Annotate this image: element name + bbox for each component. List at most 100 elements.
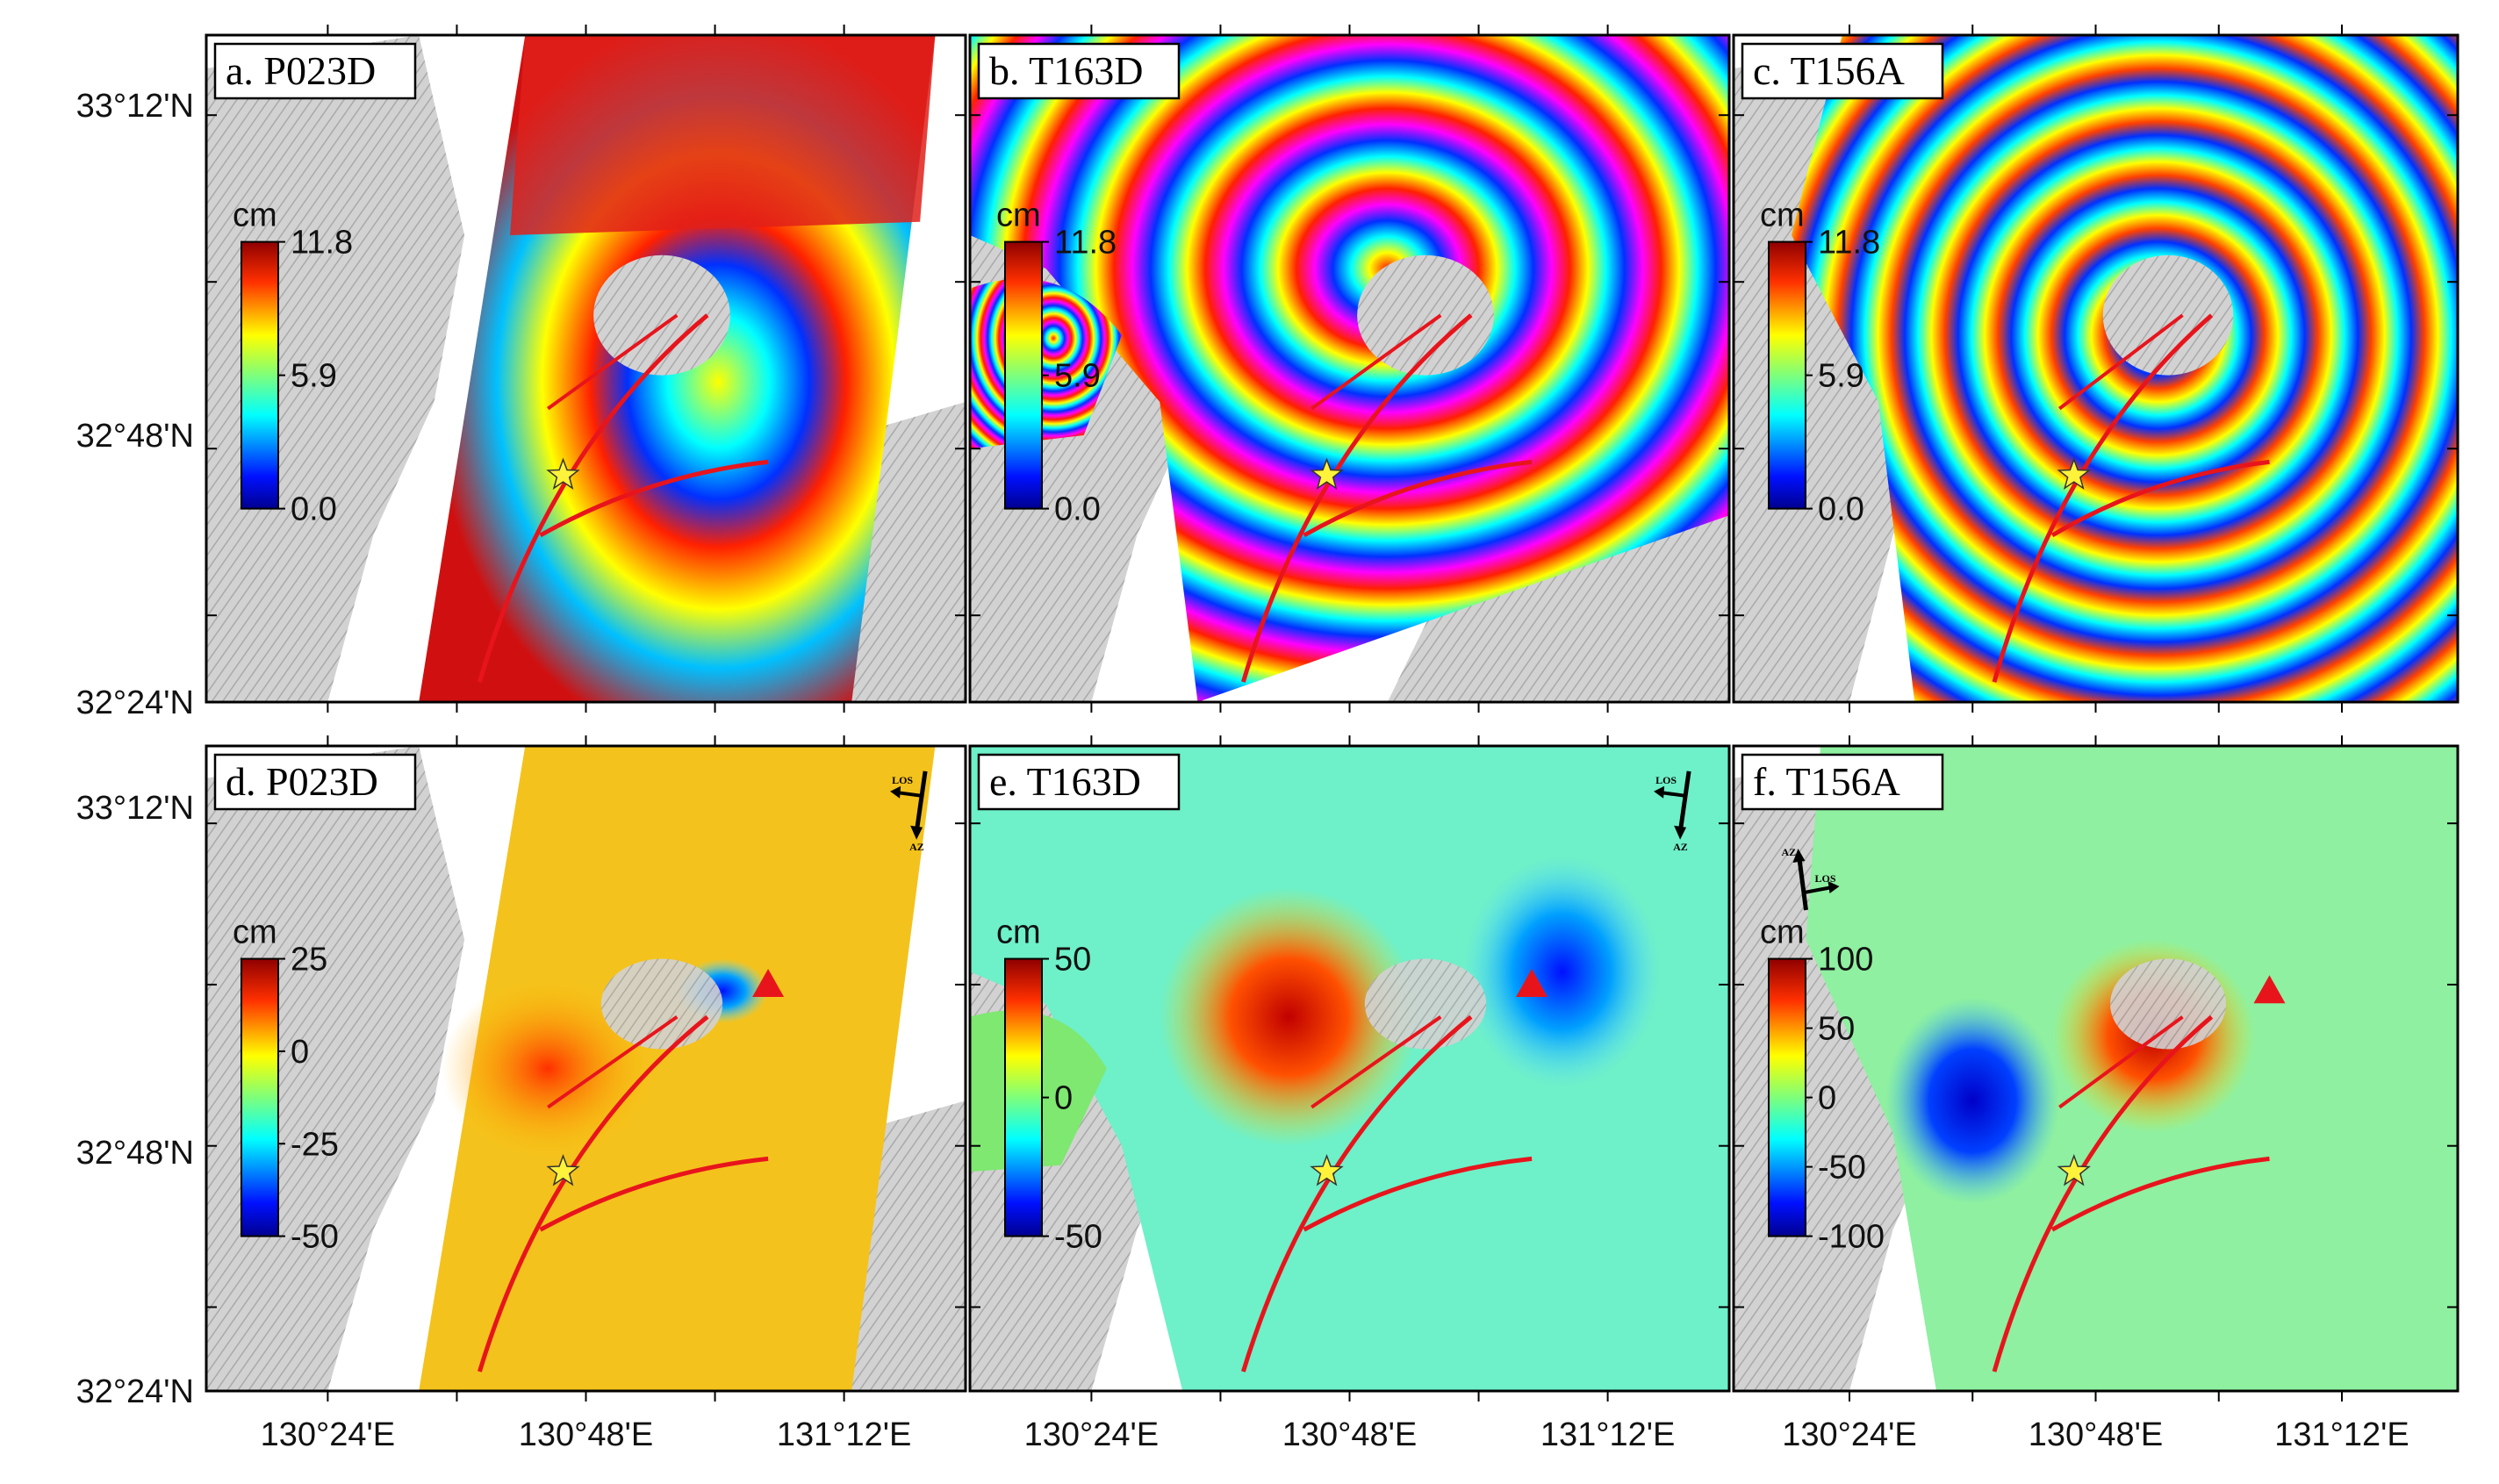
- colorbar-tick-label: 0: [291, 1034, 309, 1071]
- epicenter-star-icon: [1310, 1153, 1344, 1186]
- colorbar-tick-label: -50: [1818, 1150, 1866, 1186]
- panel-map: [1734, 35, 2458, 702]
- panel-title-box: d. P023D: [213, 753, 417, 811]
- panel-title: b. T163D: [989, 48, 1144, 93]
- fault-trace: [2058, 1015, 2184, 1109]
- los-label: LOS: [1815, 872, 1836, 885]
- colorbar-tick-label: 0: [1818, 1080, 1836, 1117]
- panel-title-box: e. T163D: [977, 753, 1181, 811]
- colorbar-tick-label: 0.0: [291, 491, 337, 528]
- colorbar-tick-label: 50: [1818, 1011, 1855, 1048]
- ascending-los-arrow-icon: AZ LOS: [1782, 846, 1840, 911]
- fault-trace: [539, 1156, 769, 1232]
- panel-title: a. P023D: [226, 48, 376, 93]
- panel-title-box: f. T156A: [1741, 753, 1944, 811]
- y-axis-label: 32°24'N: [76, 1373, 194, 1410]
- az-label: AZ: [1673, 841, 1688, 853]
- fault-trace: [547, 313, 679, 411]
- x-axis-label: 130°48'E: [1282, 1416, 1417, 1453]
- incoherent-area: [1357, 255, 1494, 376]
- colorbar-unit: cm: [996, 914, 1041, 951]
- x-axis-label: 131°12'E: [2274, 1416, 2409, 1453]
- colorbar-tick-label: 0: [1054, 1080, 1073, 1117]
- x-axis-label: 130°48'E: [2029, 1416, 2163, 1453]
- panel-title: e. T163D: [989, 759, 1141, 804]
- panel-title-box: c. T156A: [1741, 42, 1944, 100]
- panel-title: c. T156A: [1753, 48, 1905, 93]
- panel-c: c. T156A cm 11.8 5.9 0.0: [1732, 25, 2460, 713]
- colorbar: cm 100 50 0 -50 -100: [1760, 914, 1885, 1256]
- title-frame: [213, 42, 417, 100]
- colorbar-tick-label: 100: [1818, 942, 1873, 979]
- colorbar-tick-label: 5.9: [1054, 358, 1101, 395]
- x-axis-label: 131°12'E: [777, 1416, 911, 1453]
- subsidence-lobe: [1885, 997, 2060, 1204]
- epicenter-star-icon: [546, 1153, 580, 1186]
- az-label: AZ: [1782, 846, 1797, 858]
- y-axis-label: 32°48'N: [76, 1135, 194, 1172]
- y-axis-label: 32°48'N: [76, 418, 194, 455]
- colorbar-gradient: [1004, 957, 1043, 1237]
- volcano-triangle-icon: [2253, 975, 2286, 1004]
- epicenter-star-icon: [546, 457, 580, 490]
- x-axis-label: 130°24'E: [1782, 1416, 1916, 1453]
- fault-trace: [2050, 1156, 2270, 1232]
- colorbar-tick-label: 50: [1054, 942, 1091, 979]
- x-axis-label: 130°24'E: [1024, 1416, 1159, 1453]
- panel-map: LOS AZ: [970, 746, 1729, 1391]
- epicenter-star-icon: [1310, 457, 1344, 490]
- los-label: LOS: [892, 774, 913, 786]
- subsidence-lobe: [1463, 855, 1662, 1088]
- fault-trace: [539, 459, 769, 538]
- colorbar-tick-label: -50: [1054, 1219, 1102, 1256]
- colorbar-unit: cm: [1760, 197, 1805, 234]
- panel-map: [206, 35, 966, 702]
- incoherent-area: [2102, 255, 2234, 376]
- descending-los-arrow-icon: LOS AZ: [890, 771, 928, 853]
- incoherent-area: [2110, 958, 2226, 1050]
- colorbar-unit: cm: [233, 914, 277, 951]
- incoherent-area: [593, 255, 730, 376]
- y-axis-label: 33°12'N: [76, 790, 194, 827]
- colorbar: cm 11.8 5.9 0.0: [996, 197, 1117, 528]
- fault-trace: [2058, 313, 2184, 411]
- y-axis-label: 33°12'N: [76, 88, 194, 125]
- panel-f: AZ LOS f. T156A cm 100 50 0 -50 -100 130°24'E 130°…: [1732, 735, 2460, 1453]
- colorbar: cm 50 0 -50: [996, 914, 1102, 1256]
- fault-trace: [1311, 1015, 1442, 1109]
- colorbar-tick-label: -100: [1818, 1219, 1885, 1256]
- panel-a: a. P023D cm 11.8 5.9 0.0 33°12'N 32°48'N 32°24'…: [76, 25, 967, 721]
- fault-trace: [547, 1015, 679, 1109]
- colorbar-unit: cm: [233, 197, 277, 234]
- fringe-north: [510, 35, 936, 235]
- title-frame: [1741, 753, 1944, 811]
- colorbar-tick-label: 5.9: [291, 358, 337, 395]
- panel-map: LOS AZ: [206, 746, 966, 1391]
- panel-b: b. T163D cm 11.8 5.9 0.0: [968, 25, 1731, 713]
- los-label: LOS: [1655, 774, 1677, 786]
- colorbar-tick-label: 25: [291, 942, 327, 979]
- colorbar-gradient: [1768, 240, 1806, 510]
- panel-title: d. P023D: [226, 759, 378, 804]
- colorbar-tick-label: 0.0: [1818, 491, 1864, 528]
- colorbar-tick-label: -50: [291, 1219, 339, 1256]
- title-frame: [213, 753, 417, 811]
- uplift-lobe: [1160, 887, 1418, 1146]
- colorbar-tick-label: 11.8: [1818, 225, 1880, 262]
- terrain-west: [206, 35, 465, 702]
- deformation-map: [419, 746, 936, 1391]
- volcano-triangle-icon: [1516, 968, 1548, 997]
- fault-trace: [1303, 1156, 1533, 1232]
- title-frame: [977, 42, 1181, 100]
- interferogram: [1792, 35, 2458, 702]
- colorbar: cm 11.8 5.9 0.0: [1760, 197, 1880, 528]
- colorbar-gradient: [241, 240, 279, 510]
- colorbar: cm 11.8 5.9 0.0: [233, 197, 353, 528]
- uplift-lobe: [442, 978, 655, 1159]
- incoherent-area: [600, 958, 723, 1050]
- panel-map: AZ LOS: [1734, 746, 2458, 1391]
- colorbar-tick-label: 0.0: [1054, 491, 1101, 528]
- panel-title-box: b. T163D: [977, 42, 1181, 100]
- colorbar-tick-label: -25: [291, 1126, 339, 1163]
